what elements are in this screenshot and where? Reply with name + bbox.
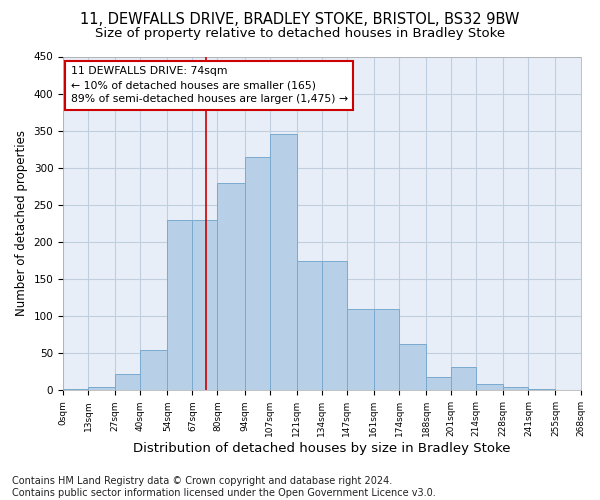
Bar — [476, 384, 503, 390]
Bar — [322, 260, 347, 390]
Bar — [140, 350, 167, 391]
Bar — [193, 220, 217, 390]
Bar — [167, 220, 193, 390]
Text: Contains HM Land Registry data © Crown copyright and database right 2024.
Contai: Contains HM Land Registry data © Crown c… — [12, 476, 436, 498]
Bar — [347, 308, 374, 390]
Bar — [451, 366, 476, 390]
Bar — [529, 389, 556, 390]
Bar — [374, 308, 399, 390]
Bar — [269, 134, 296, 390]
Text: Size of property relative to detached houses in Bradley Stoke: Size of property relative to detached ho… — [95, 28, 505, 40]
Y-axis label: Number of detached properties: Number of detached properties — [15, 130, 28, 316]
X-axis label: Distribution of detached houses by size in Bradley Stoke: Distribution of detached houses by size … — [133, 442, 511, 455]
Text: 11, DEWFALLS DRIVE, BRADLEY STOKE, BRISTOL, BS32 9BW: 11, DEWFALLS DRIVE, BRADLEY STOKE, BRIST… — [80, 12, 520, 28]
Bar — [217, 182, 245, 390]
Text: 11 DEWFALLS DRIVE: 74sqm
← 10% of detached houses are smaller (165)
89% of semi-: 11 DEWFALLS DRIVE: 74sqm ← 10% of detach… — [71, 66, 348, 104]
Bar — [503, 386, 529, 390]
Bar — [296, 260, 322, 390]
Bar — [88, 386, 115, 390]
Bar — [115, 374, 140, 390]
Bar — [426, 377, 451, 390]
Bar — [245, 156, 269, 390]
Bar — [399, 344, 426, 390]
Bar — [63, 389, 88, 390]
